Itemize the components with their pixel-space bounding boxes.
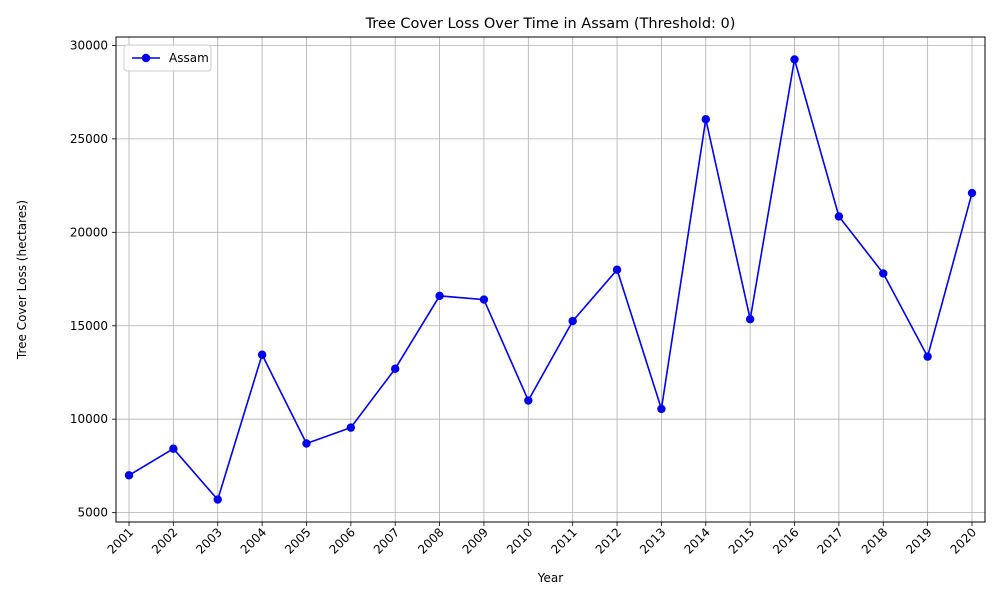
y-axis-label: Tree Cover Loss (hectares) [15,200,29,360]
data-point [923,352,932,361]
plot-frame [115,36,986,523]
legend-label: Assam [169,51,209,65]
data-point [391,364,400,373]
data-point [479,295,489,304]
legend: Assam [123,44,212,72]
data-point [701,115,710,124]
y-tick-label: 15000 [70,319,108,333]
y-tick-label: 10000 [70,412,108,426]
data-point [568,316,577,326]
legend-marker-swatch [141,53,151,63]
y-tick-label: 5000 [77,506,108,520]
data-point [435,291,444,301]
y-tick-label: 25000 [70,132,108,146]
data-point [213,495,222,504]
y-tick-label: 20000 [70,225,108,239]
y-tick-label: 30000 [70,38,108,52]
data-point [169,444,178,453]
data-point [124,471,134,480]
chart-title: Tree Cover Loss Over Time in Assam (Thre… [365,16,736,32]
data-point [657,404,666,414]
x-axis-label: Year [537,571,563,585]
data-point [967,188,977,198]
data-point [524,396,533,405]
data-point [346,423,356,432]
data-point [745,315,755,324]
data-point [790,55,799,64]
data-point [612,265,622,274]
data-point [879,269,888,278]
y-axis-ticks: 5000 10000 15000 20000 25000 30000 [70,38,116,520]
data-point [257,350,267,359]
legend-box [123,44,212,72]
data-point [834,212,844,221]
series-group [124,55,977,504]
data-point [302,439,311,448]
series-line [128,59,973,502]
grid-lines [116,37,985,522]
